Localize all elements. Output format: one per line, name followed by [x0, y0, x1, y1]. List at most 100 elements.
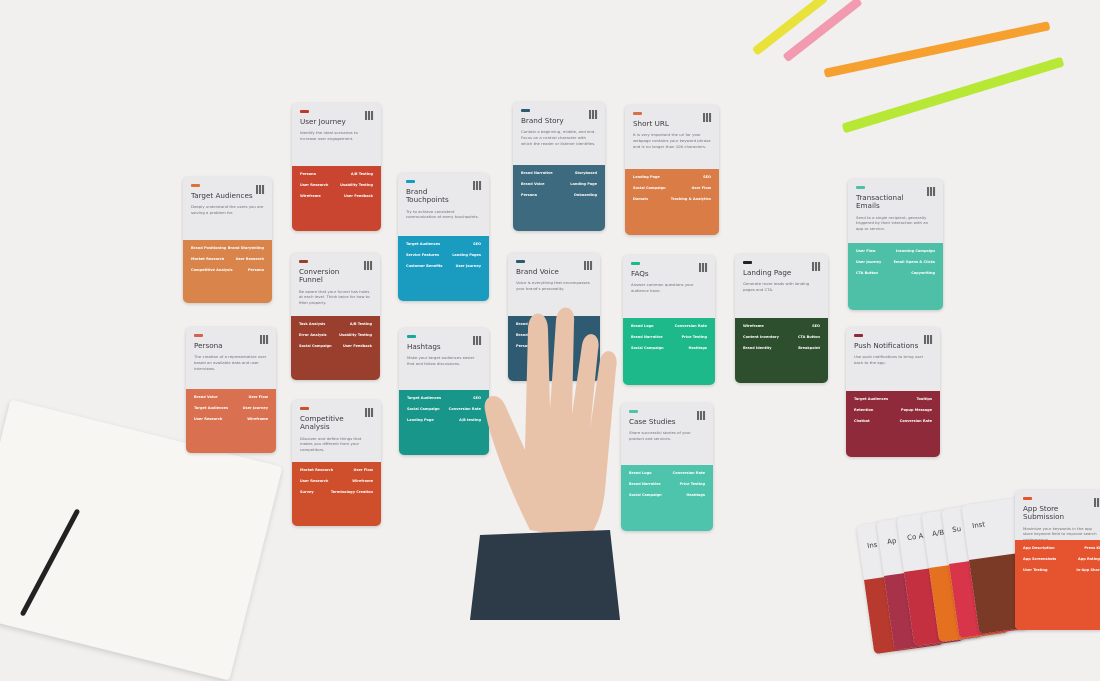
card-row: Persona	[516, 344, 592, 348]
card-hashtags[interactable]: Hashtags Make your target audiences easie…	[399, 328, 489, 455]
card-row: Domain Tracking & Analytics	[633, 197, 711, 201]
qr-code-icon	[1094, 498, 1100, 507]
highlighter-pink	[782, 0, 863, 63]
card-related-list: Brand Positioning Brand Storytelling Marke…	[183, 240, 272, 303]
row-right: Conversion Rate	[899, 419, 932, 423]
row-left: Brand Voice	[521, 182, 545, 186]
row-right: Price Testing	[679, 482, 705, 486]
card-case-studies[interactable]: Case Studies Share successful stories of …	[621, 403, 713, 531]
row-right: In-App Share	[1076, 568, 1100, 572]
row-left: Service Features	[406, 253, 440, 257]
card-conversion-funnel[interactable]: Conversion Funnel Be aware that your funn…	[291, 253, 380, 380]
card-title: Conversion Funnel	[299, 267, 340, 285]
row-left: Brand Story	[516, 322, 540, 326]
card-title: Hashtags	[407, 342, 441, 351]
card-transactional-emails[interactable]: Transactional Emails Send to a single rec…	[848, 179, 943, 310]
card-landing-page[interactable]: Landing Page Generate more leads with lan…	[735, 254, 828, 383]
row-left: Social Campaign	[629, 493, 662, 497]
card-competitive-analysis[interactable]: Competitive Analysis Discover and define …	[292, 400, 381, 526]
card-row: Brand Voice Landing Page	[521, 182, 597, 186]
row-left: Market Research	[191, 257, 225, 261]
row-left: Social Campaign	[633, 186, 666, 190]
qr-code-icon	[584, 261, 593, 270]
card-user-journey[interactable]: User Journey Identify the ideal scenarios…	[292, 103, 381, 231]
category-tag	[1023, 497, 1032, 500]
card-related-list: Brand Logo Conversion Rate Brand Narrative…	[623, 318, 715, 385]
row-right: Conversion Rate	[448, 407, 481, 411]
card-row: Social Campaign User Feedback	[299, 344, 372, 348]
card-title: Brand Voice	[516, 267, 559, 276]
card-row: Brand Voice User Flow	[194, 395, 268, 399]
category-tag	[856, 186, 865, 189]
card-faqs[interactable]: FAQs Answer common questions your audienc…	[623, 255, 715, 385]
row-right: Press Kit	[1084, 546, 1100, 550]
row-right: Incoming Campaign	[896, 249, 935, 253]
qr-code-icon	[697, 411, 706, 420]
row-right: Conversion Rate	[672, 471, 705, 475]
row-right: App Ratings	[1078, 557, 1100, 561]
category-tag	[854, 334, 863, 337]
card-row: Retention Popup Message	[854, 408, 932, 412]
qr-code-icon	[812, 262, 821, 271]
row-left: Chatbot	[854, 419, 870, 423]
card-brand-story[interactable]: Brand Story Contain a beginning, middle, …	[513, 102, 605, 231]
card-related-list: Task Analysis A/B Testing Error Analysis Us…	[291, 316, 380, 380]
row-right: Usability Testing	[339, 333, 372, 337]
card-related-list: User Flow Incoming Campaign User Journey Em…	[848, 243, 943, 310]
card-persona[interactable]: Persona The creation of a representative …	[186, 327, 276, 453]
card-title: FAQs	[631, 269, 649, 278]
category-tag	[631, 262, 640, 265]
card-row: Wireframe User Feedback	[300, 194, 373, 198]
card-related-list: Wireframe SEO Content Inventory CTA Button B…	[735, 318, 828, 383]
row-left: Wireframe	[743, 324, 764, 328]
card-row: Persona A/B Testing	[300, 172, 373, 176]
card-row: Persona Onboarding	[521, 193, 597, 197]
card-related-list: Target Audiences Tooltips Retention Popup M…	[846, 391, 940, 457]
row-left: Social Campaign	[299, 344, 332, 348]
card-row: App Screenshots App Ratings	[1023, 557, 1100, 561]
row-left: User Research	[194, 417, 223, 421]
row-left: CTA Button	[856, 271, 879, 275]
row-right: Copywriting	[911, 271, 935, 275]
row-right: Onboarding	[573, 193, 597, 197]
card-title: Case Studies	[629, 417, 676, 426]
card-row: Brand Narrative Price Testing	[629, 482, 705, 486]
row-right: User Feedback	[342, 344, 372, 348]
card-title: Target Audiences	[191, 191, 253, 200]
card-description: Send to a single recipient, generally tr…	[856, 214, 929, 231]
card-title: Persona	[194, 341, 223, 350]
row-left: Domain	[633, 197, 649, 201]
card-short-url[interactable]: Short URL It is very important the url fo…	[625, 105, 719, 235]
row-right: CTA Button	[797, 335, 820, 339]
row-left: Target Audiences	[194, 406, 229, 410]
category-tag	[194, 334, 203, 337]
category-tag	[299, 260, 308, 263]
card-target-audiences[interactable]: Target Audiences Deeply understand the us…	[183, 177, 272, 303]
row-right: Terminology Creation	[330, 490, 373, 494]
row-left: Market Research	[300, 468, 334, 472]
card-row: Social Campaign Conversion Rate	[407, 407, 481, 411]
card-row: Target Audiences SEO	[407, 396, 481, 400]
card-related-list: Brand Logo Conversion Rate Brand Narrative…	[621, 465, 713, 531]
row-right: Email Opens & Clicks	[893, 260, 935, 264]
row-left: Customer Benefits	[406, 264, 443, 268]
category-tag	[516, 260, 525, 263]
row-left: Brand Narrative	[521, 171, 553, 175]
row-right: Hashtags	[688, 346, 708, 350]
row-right: User Feedback	[343, 194, 373, 198]
card-description: Voice is everything that encompasses you…	[516, 280, 590, 291]
card-brand-touchpoints[interactable]: Brand Touchpoints Try to achieve consiste…	[398, 173, 489, 301]
card-row: Content Inventory CTA Button	[743, 335, 820, 339]
card-related-list: Brand Narrative Storyboard Brand Voice Land…	[513, 165, 605, 231]
row-right: Breakpoint	[798, 346, 820, 350]
row-left: Target Audiences	[406, 242, 441, 246]
card-row: User Research Wireframe	[194, 417, 268, 421]
row-left: Persona	[521, 193, 538, 197]
card-row: Brand Narrative Price Testing	[631, 335, 707, 339]
card-related-list: Persona A/B Testing User Research Usability…	[292, 166, 381, 231]
card-push-notifications[interactable]: Push Notifications Use push notifications…	[846, 327, 940, 457]
card-row: Target Audiences SEO	[406, 242, 481, 246]
row-right: Landing Pages	[452, 253, 481, 257]
card-app-store-submission[interactable]: App Store Submission Maximize your keywor…	[1015, 490, 1100, 630]
card-description: Discover and define things that makes yo…	[300, 435, 362, 452]
